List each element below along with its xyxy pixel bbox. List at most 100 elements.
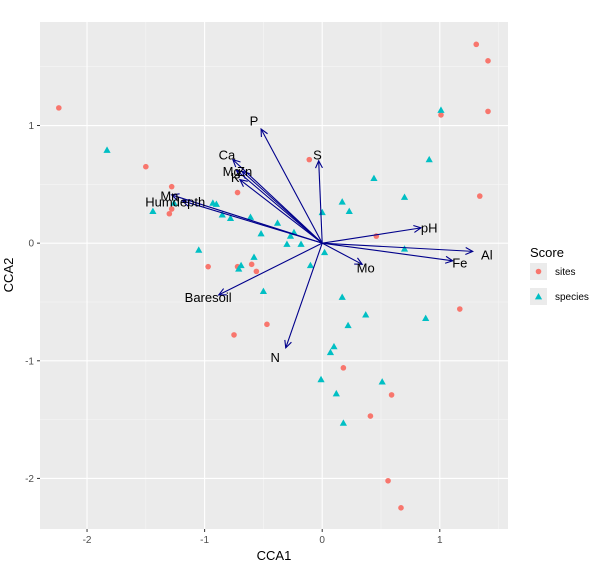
point-sites bbox=[264, 321, 270, 328]
point-species bbox=[332, 389, 340, 397]
arrow-label-baresoil: Baresoil bbox=[185, 290, 232, 305]
point-species bbox=[149, 207, 157, 214]
arrowhead-n bbox=[284, 339, 292, 350]
point-species bbox=[317, 375, 325, 383]
arrowhead-p bbox=[260, 127, 268, 138]
point-species bbox=[286, 232, 295, 239]
x-tick-label: 0 bbox=[319, 535, 325, 546]
legend-title: Score bbox=[530, 245, 564, 260]
arrow-mo bbox=[321, 242, 363, 265]
x-tick-label: -1 bbox=[200, 535, 209, 546]
point-sites bbox=[234, 189, 241, 196]
arrows-layer bbox=[170, 127, 474, 350]
point-sites bbox=[485, 58, 491, 64]
point-species bbox=[425, 155, 433, 163]
point-species bbox=[330, 342, 338, 350]
point-species bbox=[195, 246, 203, 253]
legend-label-species: species bbox=[555, 292, 589, 303]
y-tick-label: -1 bbox=[25, 356, 34, 367]
point-sites bbox=[143, 163, 149, 170]
arrow-ph bbox=[322, 227, 422, 244]
point-species bbox=[339, 419, 347, 426]
arrowhead-baresoil bbox=[217, 288, 227, 296]
arrow-s bbox=[318, 160, 323, 244]
arrow-label-al: Al bbox=[481, 247, 493, 262]
point-species bbox=[226, 214, 235, 222]
arrow-label-ph: pH bbox=[421, 220, 438, 235]
x-axis-ticks: -2 -1 0 1 bbox=[83, 529, 443, 546]
points-layer bbox=[56, 41, 491, 511]
arrow-label-ca: Ca bbox=[219, 147, 236, 162]
point-sites bbox=[398, 505, 404, 511]
point-sites bbox=[248, 261, 255, 268]
point-species bbox=[170, 199, 178, 206]
legend: Score sites species bbox=[530, 245, 589, 305]
x-axis-title: CCA1 bbox=[257, 548, 292, 563]
x-tick-label: -2 bbox=[83, 535, 92, 546]
point-species bbox=[273, 219, 282, 226]
point-species bbox=[250, 253, 258, 260]
point-species bbox=[338, 198, 346, 205]
y-axis-title: CCA2 bbox=[1, 258, 16, 293]
arrow-n bbox=[285, 242, 323, 349]
legend-sites-marker bbox=[535, 268, 542, 275]
arrowhead-al bbox=[465, 247, 474, 255]
plot-panel bbox=[40, 22, 508, 529]
legend-species-marker bbox=[534, 293, 543, 300]
point-sites bbox=[340, 365, 347, 371]
arrow-label-n: N bbox=[270, 350, 279, 365]
arrow-p bbox=[260, 128, 323, 244]
point-sites bbox=[166, 210, 173, 217]
arrow-baresoil bbox=[218, 242, 323, 296]
point-species bbox=[257, 229, 265, 237]
point-sites bbox=[385, 477, 391, 484]
arrow-label-humdepth: Humdepth bbox=[145, 194, 205, 209]
point-sites bbox=[388, 392, 395, 398]
point-sites bbox=[485, 108, 491, 115]
point-species bbox=[218, 211, 226, 218]
arrow-al bbox=[322, 242, 473, 252]
arrowhead-mn bbox=[170, 193, 180, 201]
point-species bbox=[362, 311, 370, 318]
point-species bbox=[283, 240, 291, 247]
point-species bbox=[400, 245, 409, 252]
arrow-fe bbox=[322, 242, 453, 262]
point-sites bbox=[306, 156, 313, 163]
point-sites bbox=[253, 268, 260, 275]
arrow-label-s: S bbox=[313, 147, 322, 162]
arrow-label-mn: Mn bbox=[160, 189, 178, 204]
arrow-k bbox=[239, 179, 323, 244]
arrow-label-p: P bbox=[250, 113, 259, 128]
point-species bbox=[400, 193, 409, 200]
arrowhead-k bbox=[238, 178, 248, 188]
y-tick-label: 0 bbox=[28, 239, 34, 250]
point-species bbox=[297, 240, 305, 247]
point-species bbox=[246, 213, 255, 220]
point-species bbox=[103, 146, 111, 153]
point-sites bbox=[473, 41, 480, 48]
arrowhead-mo bbox=[354, 257, 364, 265]
point-sites bbox=[438, 112, 444, 118]
point-species bbox=[378, 378, 386, 385]
point-sites bbox=[205, 263, 211, 270]
arrow-label-fe: Fe bbox=[452, 256, 467, 271]
arrowhead-fe bbox=[444, 255, 454, 264]
legend-label-sites: sites bbox=[555, 267, 576, 278]
point-sites bbox=[168, 206, 175, 212]
grid-minor bbox=[40, 22, 508, 529]
point-species bbox=[306, 261, 315, 269]
point-species bbox=[370, 174, 378, 182]
arrow-zn bbox=[241, 170, 323, 244]
arrow-humdepth bbox=[182, 200, 323, 244]
grid-major bbox=[40, 22, 508, 529]
arrowhead-ph bbox=[413, 224, 423, 233]
y-axis-ticks: -2 -1 0 1 bbox=[25, 121, 40, 485]
point-species bbox=[422, 314, 430, 322]
arrow-label-mo: Mo bbox=[357, 260, 375, 275]
point-sites bbox=[456, 306, 463, 312]
arrow-label-zn: Zn bbox=[237, 164, 252, 179]
point-sites bbox=[367, 413, 374, 419]
point-species bbox=[326, 348, 335, 356]
